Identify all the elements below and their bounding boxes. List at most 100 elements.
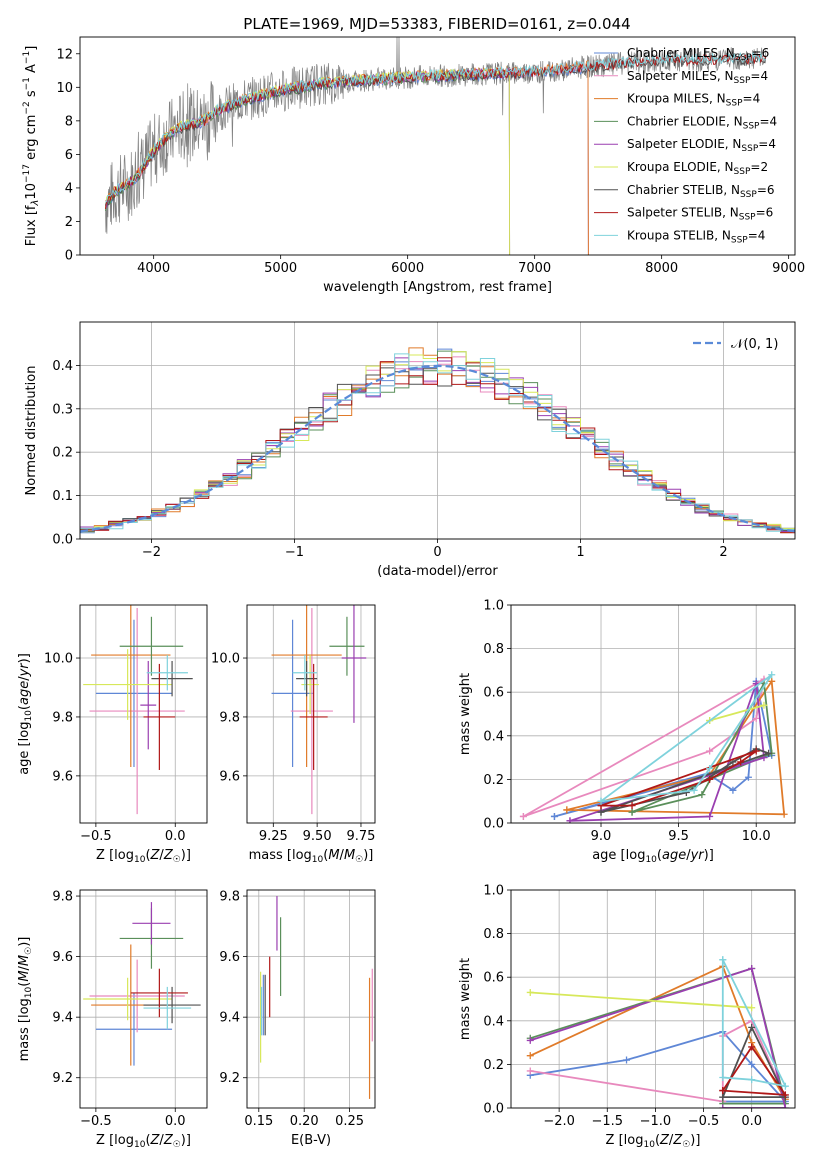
series-marker	[781, 1104, 789, 1108]
x-tick-label: 5000	[264, 261, 297, 276]
series-marker	[550, 812, 558, 820]
series-marker	[752, 747, 760, 755]
errorbar-point	[89, 959, 185, 1033]
y-tick-label: 12	[56, 47, 73, 62]
y-tick-label: 0.4	[483, 729, 504, 744]
errorbar-point	[143, 986, 201, 1024]
legend-entry: Salpeter STELIB, NSSP=6	[627, 206, 773, 223]
axes-mass-vs-ebv: 0.15 0.20 0.25 9.2 9.4 9.6 9.8 E(B-V)	[219, 889, 376, 1148]
x-tick-label: 6000	[391, 261, 424, 276]
x-axis-label: Z [log10(Z/Z☉)]	[96, 1133, 191, 1150]
x-axis-label: mass [log10(M/M☉)]	[249, 848, 374, 865]
y-tick-label: 9.8	[52, 890, 73, 905]
errorbar-point	[83, 649, 173, 720]
axes-frame	[79, 321, 796, 540]
x-tick-label: 0.0	[741, 1114, 762, 1129]
x-tick-label: 2	[719, 545, 727, 560]
legend-entry: Chabrier ELODIE, NSSP=4	[627, 114, 777, 131]
series-marker	[781, 1091, 789, 1099]
series-marker	[768, 677, 776, 685]
y-tick-label: 10.0	[211, 652, 240, 667]
y-tick-label: 9.2	[219, 1071, 240, 1086]
legend-entry: Kroupa STELIB, NSSP=4	[627, 228, 765, 245]
axes-frame	[510, 889, 796, 1109]
y-axis-label: Flux [fλ10−17 erg cm−2 s−1 A−1]	[22, 46, 41, 247]
y-tick-label: 0	[65, 249, 73, 264]
y-tick-label: 0.4	[483, 1014, 504, 1029]
y-tick-label: 9.2	[52, 1071, 73, 1086]
x-tick-label: 0.0	[165, 1114, 186, 1129]
x-axis-label: wavelength [Angstrom, rest frame]	[323, 280, 552, 295]
legend-entry: Kroupa MILES, NSSP=4	[627, 92, 760, 109]
y-tick-label: 1.0	[483, 884, 504, 899]
series-marker	[526, 1052, 534, 1060]
series-line	[722, 1045, 788, 1096]
axes-frame	[246, 889, 376, 1109]
y-tick-label: 10	[56, 81, 73, 96]
y-tick-label: 0.0	[483, 817, 504, 832]
axes-spectrum: 4000 5000 6000 7000 8000 9000 0 2 4 6 8 10 12 wavelen…	[22, 36, 805, 295]
series-marker	[748, 1060, 756, 1068]
x-tick-label: −1.0	[640, 1114, 672, 1129]
model-spectrum-chabrier-miles	[104, 64, 589, 255]
y-tick-label: 0.1	[52, 489, 73, 504]
y-tick-label: 0.2	[483, 773, 504, 788]
errorbar-point	[143, 986, 192, 1030]
series-marker	[566, 817, 574, 823]
spectrum-legend: Chabrier MILES, NSSP=6 Salpeter MILES, NS…	[594, 46, 777, 245]
series-marker	[698, 791, 706, 799]
series-marker	[748, 1043, 756, 1051]
series-marker	[719, 956, 727, 964]
y-axis-label: mass [log10(M/M☉)]	[17, 937, 34, 1062]
plot-area-age-vs-Z	[83, 605, 193, 815]
series-marker	[719, 1087, 727, 1095]
x-tick-label: 8000	[645, 261, 678, 276]
errorbar-point	[119, 616, 184, 676]
plot-area-massweight-vs-Z	[526, 956, 789, 1108]
series-marker	[719, 1093, 727, 1101]
y-tick-label: 0.8	[483, 642, 504, 657]
x-tick-label: 0.15	[244, 1114, 273, 1129]
series-marker	[748, 1076, 756, 1084]
y-tick-label: 0.4	[52, 359, 73, 374]
axes-mass-vs-Z: −0.5 0.0 9.2 9.4 9.6 9.8 Z [log10(Z/Z☉)] mass […	[17, 889, 208, 1150]
series-marker	[706, 775, 714, 783]
series-salpeter-elodie	[526, 964, 789, 1108]
series-marker	[780, 810, 788, 818]
axes-frame	[246, 604, 376, 824]
series-line	[530, 1030, 788, 1103]
series-marker	[628, 808, 636, 816]
series-marker	[737, 758, 745, 766]
series-marker	[623, 1056, 631, 1064]
panels: 4000 5000 6000 7000 8000 9000024681012wavelen…	[17, 36, 805, 1150]
axes-frame	[510, 604, 796, 824]
series-line	[530, 967, 787, 1108]
errorbar-point	[151, 660, 193, 697]
series-marker	[706, 812, 714, 820]
series-kroupa-stelib	[719, 956, 789, 1090]
x-axis-label: age [log10(age/yr)]	[592, 848, 714, 865]
y-tick-label: 9.8	[219, 710, 240, 725]
x-tick-label: 9.0	[591, 829, 612, 844]
y-axis-label: mass weight	[458, 958, 473, 1040]
axes-age-vs-Z: −0.5 0.0 9.6 9.8 10.0 Z [log10(Z/Z☉)] age [log…	[17, 604, 208, 865]
legend-entry: Salpeter MILES, NSSP=4	[627, 69, 768, 86]
series-marker	[752, 714, 760, 722]
y-tick-label: 10.0	[44, 652, 73, 667]
series-marker	[597, 808, 605, 816]
legend-entry: Salpeter ELODIE, NSSP=4	[627, 137, 776, 154]
x-tick-label: −0.5	[80, 829, 112, 844]
plot-area-age-vs-mass	[271, 605, 367, 815]
x-axis-label: Z [log10(Z/Z☉)]	[96, 848, 191, 865]
plot-area-mass-vs-ebv	[260, 896, 373, 1099]
plot-area-mass-vs-Z	[83, 902, 201, 1066]
series-marker	[748, 1023, 756, 1031]
y-tick-label: 9.6	[52, 769, 73, 784]
series-marker	[706, 747, 714, 755]
plot-area-spectrum	[104, 37, 767, 255]
y-tick-label: 0.8	[483, 927, 504, 942]
axes-frame	[79, 889, 208, 1109]
errorbar-point	[91, 605, 171, 768]
series-salpeter-stelib	[597, 747, 760, 810]
